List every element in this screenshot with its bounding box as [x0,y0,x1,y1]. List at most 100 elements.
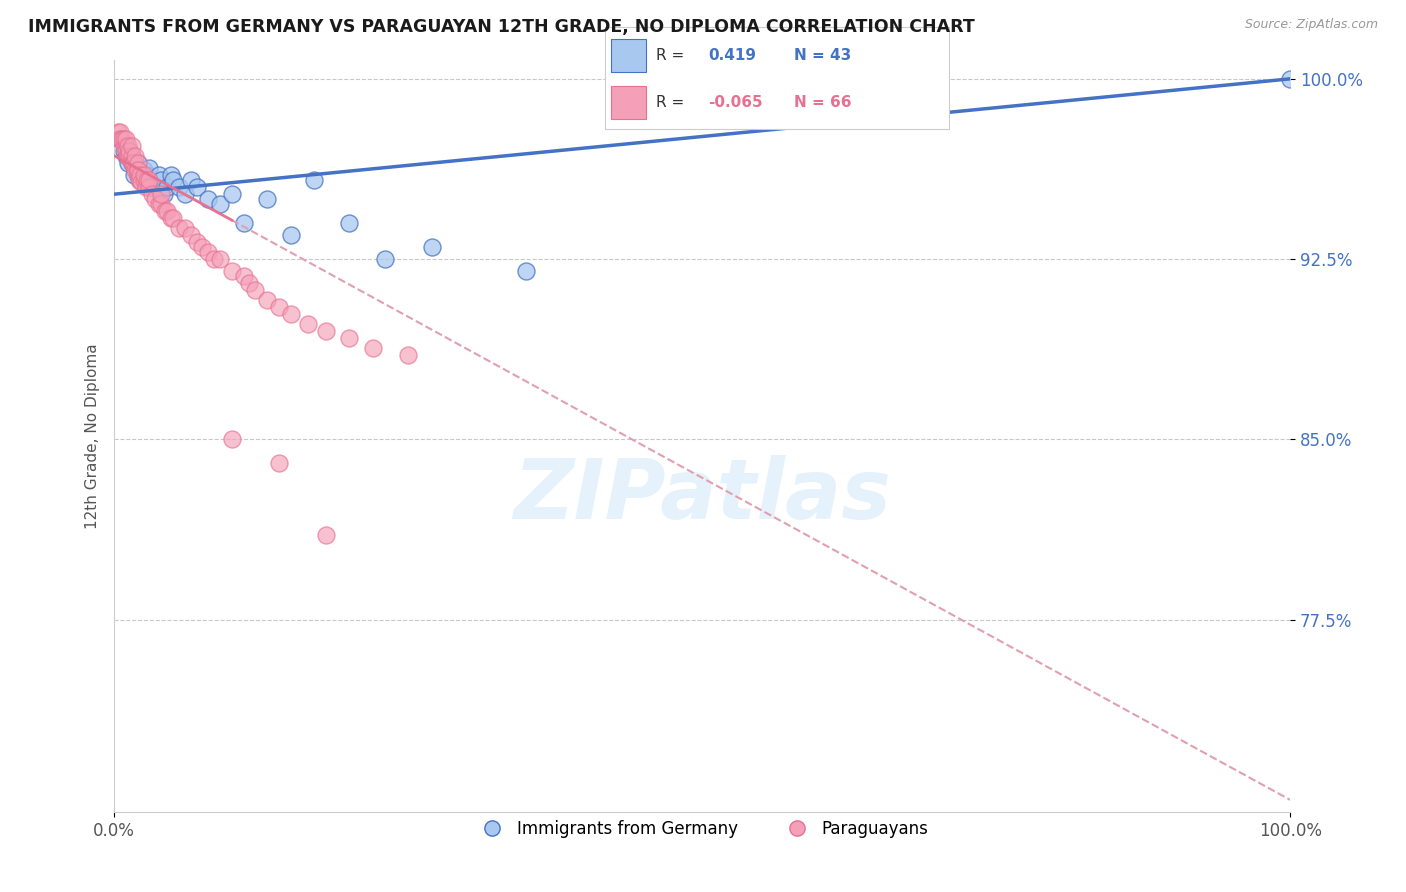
Point [143,192,166,206]
Point [122,156,145,170]
Point [267,300,290,314]
Point [115,139,138,153]
Point [118,144,141,158]
Point [162,173,184,187]
Point [108,132,131,146]
Point [129,168,152,182]
Text: -0.065: -0.065 [709,95,762,111]
Point [162,211,184,226]
Point [148,196,170,211]
Point [280,228,302,243]
Point [118,144,141,158]
Point [128,173,150,187]
Point [132,173,155,187]
Point [245,283,267,297]
Point [143,180,166,194]
Point [108,132,131,146]
Point [107,125,129,139]
Point [129,175,152,189]
Point [132,168,155,182]
Point [315,528,337,542]
Point [208,252,231,266]
Point [159,168,181,182]
Point [121,149,143,163]
Point [396,348,419,362]
Point [221,187,243,202]
Point [197,244,219,259]
Point [256,293,278,307]
Point [127,168,149,182]
Point [136,173,159,187]
Point [135,180,157,194]
Point [315,324,337,338]
Point [197,192,219,206]
Point [208,196,231,211]
Point [124,149,146,163]
Point [302,173,325,187]
Point [221,264,243,278]
Point [138,173,160,187]
Point [191,240,214,254]
Point [125,163,148,178]
Point [148,168,170,182]
Text: N = 66: N = 66 [794,95,852,111]
Point [112,144,135,158]
Y-axis label: 12th Grade, No Diploma: 12th Grade, No Diploma [86,343,100,529]
Point [132,168,155,182]
Point [117,156,139,170]
Point [256,192,278,206]
Legend: Immigrants from Germany, Paraguayans: Immigrants from Germany, Paraguayans [470,814,935,845]
Text: ZIPatlas: ZIPatlas [513,456,891,536]
Point [111,132,134,146]
Text: R =: R = [657,48,685,63]
Point [232,268,254,283]
Point [138,161,160,175]
Point [117,139,139,153]
Point [138,173,160,187]
Point [180,228,202,243]
Point [1279,71,1302,86]
Text: IMMIGRANTS FROM GERMANY VS PARAGUAYAN 12TH GRADE, NO DIPLOMA CORRELATION CHART: IMMIGRANTS FROM GERMANY VS PARAGUAYAN 12… [28,18,974,36]
Point [150,173,173,187]
Text: N = 43: N = 43 [794,48,851,63]
Point [515,264,537,278]
Point [135,173,157,187]
Point [117,149,139,163]
Point [374,252,396,266]
Point [132,163,155,178]
Point [152,187,174,202]
Point [115,149,138,163]
Point [136,168,159,182]
Point [115,149,138,163]
Point [267,456,290,470]
Point [127,163,149,178]
Point [129,173,152,187]
Point [150,187,173,202]
Text: Source: ZipAtlas.com: Source: ZipAtlas.com [1244,18,1378,31]
Point [112,132,135,146]
Point [173,187,195,202]
Point [122,168,145,182]
Point [186,180,208,194]
Point [167,180,190,194]
Text: 0.419: 0.419 [709,48,756,63]
Point [159,211,181,226]
Point [138,180,160,194]
Point [156,204,179,219]
Point [202,252,225,266]
Point [121,139,143,153]
Point [115,139,138,153]
Point [337,216,360,230]
Point [122,156,145,170]
Point [186,235,208,250]
Point [150,196,173,211]
Point [141,180,163,194]
Point [153,204,176,219]
Point [280,307,302,321]
Point [141,187,163,202]
Text: R =: R = [657,95,685,111]
Point [118,149,141,163]
Point [121,156,143,170]
Point [112,139,135,153]
Point [124,163,146,178]
